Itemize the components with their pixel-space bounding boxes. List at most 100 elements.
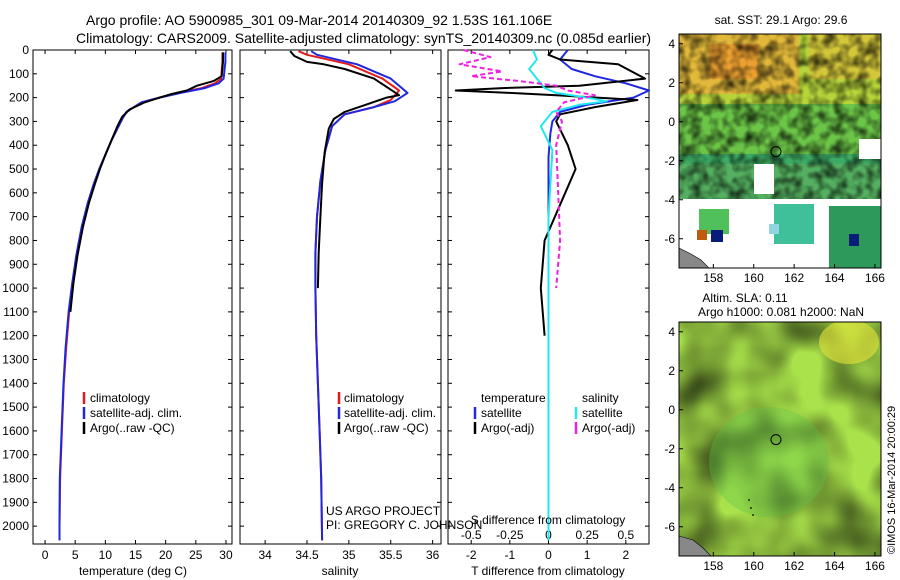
sst-patch [711,230,723,242]
series-s-argo-adj- [458,49,596,289]
series-argo-raw-qc- [289,50,401,289]
x-tick-label: 25 [189,548,203,562]
y-tick-label: 900 [9,257,29,271]
map-x-tick-label: 162 [784,559,804,573]
sla-map-title: Altim. SLA: 0.11 [702,291,787,305]
map-x-tick-label: 164 [825,271,845,285]
map-y-tick-label: -2 [664,442,675,456]
x-tick-label: 34 [258,548,272,562]
sst-map-title: sat. SST: 29.1 Argo: 29.6 [715,13,848,27]
x-tick-label: 5 [72,548,79,562]
x-tick-label: 36 [426,548,440,562]
s-tick-label: 0.5 [617,528,634,542]
salinity-axis-label: salinity [322,564,359,578]
legend-title-temperature: temperature [481,391,546,405]
y-tick-label: 100 [9,67,29,81]
temperature-plot-frame [32,49,233,545]
legend-label-satellite: satellite-adj. clim. [90,406,182,420]
y-tick-label: 1100 [3,305,29,319]
series-t-argo-adj- [454,49,647,336]
map-x-tick-label: 166 [865,559,885,573]
y-tick-label: 1300 [2,352,29,366]
sst-patch [699,209,729,234]
map-x-tick-label: 162 [784,271,804,285]
x-tick-label: 35 [342,548,356,562]
x-tick-label: 1 [584,548,591,562]
temperature-plot: 0100200300400500600700800900100011001200… [2,43,233,562]
y-tick-label: 1900 [2,495,29,509]
legend-title-salinity: salinity [582,391,619,405]
missing-data-area [754,164,774,194]
y-tick-label: 1800 [2,472,29,486]
figure-title-line1: Argo profile: AO 5900985_301 09-Mar-2014… [86,12,552,28]
map-y-tick-label: 4 [668,37,675,51]
island [748,499,750,501]
sst-patch [697,230,707,240]
map-y-tick-label: 0 [668,115,675,129]
island [752,514,754,516]
map-y-tick-label: 0 [668,403,675,417]
legend-label-satellite: satellite-adj. clim. [344,406,436,420]
map-y-tick-label: 2 [668,76,675,90]
x-tick-label: 20 [159,548,173,562]
map-x-tick-label: 158 [703,271,723,285]
missing-data-area [859,139,881,159]
y-tick-label: 0 [22,43,29,57]
y-tick-label: 800 [9,233,29,247]
sst-map [679,34,881,268]
y-tick-label: 1600 [2,424,29,438]
legend-label-climatology: climatology [90,391,150,405]
sst-patch [849,234,859,246]
y-tick-label: 500 [9,162,29,176]
difference-legend: temperature salinity satellite Argo(-adj… [473,391,635,435]
sst-patch [774,204,814,244]
salinity-legend: climatology satellite-adj. clim. Argo(..… [337,391,436,435]
t-difference-axis-label: T difference from climatology [471,564,625,578]
sla-map [679,322,881,556]
y-tick-label: 2000 [2,519,29,533]
pi-annotation: PI: GREGORY C. JOHNSON [326,518,482,532]
map-x-tick-label: 166 [865,271,885,285]
x-tick-label: 0 [545,548,552,562]
sla-low [709,407,829,517]
figure-title-line2: Climatology: CARS2009. Satellite-adjuste… [76,30,651,46]
s-difference-axis-label: S difference from climatology [471,513,626,527]
project-annotation: US ARGO PROJECT [326,504,441,518]
y-tick-label: 600 [9,186,29,200]
legend-label-argo: Argo(..raw -QC) [344,421,429,435]
map-y-tick-label: -6 [664,520,675,534]
map-x-tick-label: 158 [703,559,723,573]
x-tick-label: 15 [129,548,143,562]
coastline [679,535,712,556]
salinity-plot-frame [239,49,442,545]
sst-patch [769,224,779,234]
x-tick-label: 2 [622,548,629,562]
y-tick-label: 700 [9,210,29,224]
map-y-tick-label: -4 [664,481,675,495]
x-tick-label: -2 [466,548,477,562]
series-s-satellite [528,49,608,541]
coastline [679,247,710,268]
legend-label-s-argo: Argo(-adj) [582,421,635,435]
map-x-tick-label: 164 [825,559,845,573]
argo-float-location-marker [770,434,782,446]
s-tick-label: -0.5 [461,528,482,542]
x-tick-label: 35.5 [379,548,403,562]
legend-label-t-argo: Argo(-adj) [481,421,534,435]
map-axes: 158 160 162 164 166 4 2 0 -2 -4 -6 158 160 162 164 166 4… [664,37,885,573]
difference-plot: -2 -1 0 1 2-0.5 -0.25 0 0.25 0.5 [448,49,650,562]
legend-label-t-satellite: satellite [481,406,522,420]
legend-label-argo: Argo(..raw -QC) [90,421,175,435]
y-tick-label: 1000 [2,281,29,295]
y-tick-label: 400 [9,138,29,152]
sla-high [819,322,879,364]
map-y-tick-label: 4 [668,325,675,339]
series-argo-raw-qc- [69,52,224,313]
map-y-tick-label: 2 [668,364,675,378]
sla-map-frame [678,321,882,557]
imos-credit: ©IMOS 16-Mar-2014 20:00:29 [886,406,898,554]
y-tick-label: 1700 [2,448,29,462]
y-tick-label: 1400 [2,376,29,390]
sla-map-subtitle: Argo h1000: 0.081 h2000: NaN [698,305,864,319]
